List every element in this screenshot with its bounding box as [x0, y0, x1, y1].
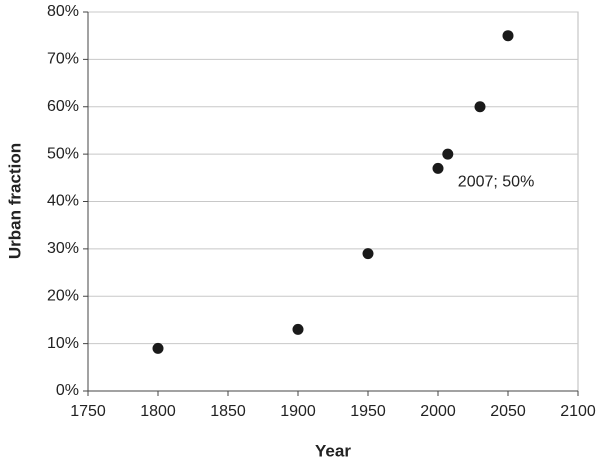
y-tick-label: 30% [47, 240, 79, 257]
y-tick-label: 0% [56, 382, 79, 399]
data-point [502, 30, 514, 42]
y-tick-label: 80% [47, 3, 79, 20]
x-tick-label: 1900 [280, 403, 316, 420]
y-tick-label: 40% [47, 193, 79, 210]
data-point [442, 148, 454, 160]
y-tick-label: 60% [47, 98, 79, 115]
data-point [152, 342, 164, 354]
y-axis-title: Urban fraction [5, 143, 24, 259]
x-tick-label: 1850 [210, 403, 246, 420]
x-axis-title: Year [315, 441, 351, 460]
x-tick-label: 2050 [490, 403, 526, 420]
x-tick-label: 1750 [70, 403, 106, 420]
y-tick-label: 20% [47, 287, 79, 304]
y-tick-label: 70% [47, 51, 79, 68]
x-tick-label: 2100 [560, 403, 596, 420]
data-point [432, 162, 444, 174]
y-tick-label: 50% [47, 145, 79, 162]
x-tick-label: 1800 [140, 403, 176, 420]
data-point [474, 101, 486, 113]
y-tick-label: 10% [47, 335, 79, 352]
data-point [292, 323, 304, 335]
x-tick-label: 2000 [420, 403, 456, 420]
data-point [362, 248, 374, 260]
x-tick-label: 1950 [350, 403, 386, 420]
annotation: 2007; 50% [458, 173, 535, 190]
